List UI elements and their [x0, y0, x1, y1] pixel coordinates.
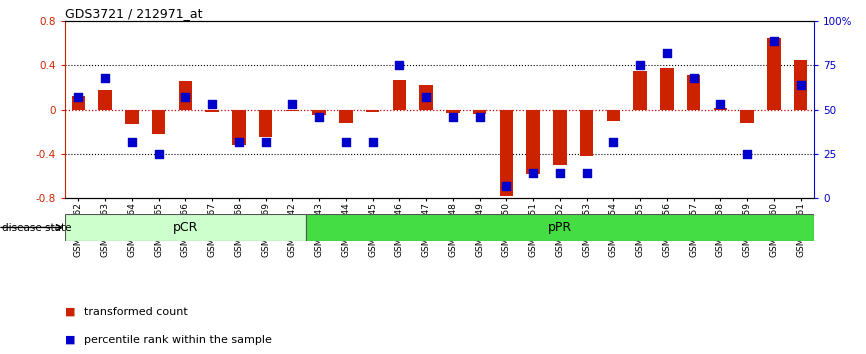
Point: [71, 95, 85, 100]
Point: [527, 171, 540, 176]
Point: [232, 139, 246, 144]
Point: [553, 171, 567, 176]
Bar: [473, 110, 487, 114]
Bar: [553, 110, 566, 165]
Point: [473, 114, 487, 120]
Bar: [767, 38, 780, 110]
Bar: [607, 110, 620, 121]
Bar: [500, 110, 513, 196]
Point: [339, 139, 352, 144]
Bar: [313, 110, 326, 115]
Text: percentile rank within the sample: percentile rank within the sample: [84, 335, 272, 345]
Point: [312, 114, 326, 120]
Point: [579, 171, 593, 176]
Point: [446, 114, 460, 120]
Point: [125, 139, 139, 144]
Point: [633, 63, 647, 68]
Point: [740, 151, 754, 157]
Bar: [72, 97, 85, 110]
Text: ■: ■: [65, 335, 75, 345]
Bar: [527, 110, 540, 174]
Bar: [660, 68, 674, 110]
Point: [794, 82, 808, 88]
Point: [259, 139, 273, 144]
Bar: [714, 108, 727, 110]
Point: [687, 75, 701, 81]
Point: [286, 102, 300, 107]
Point: [714, 102, 727, 107]
Bar: [178, 81, 192, 110]
Bar: [232, 110, 246, 145]
Text: GDS3721 / 212971_at: GDS3721 / 212971_at: [65, 7, 203, 20]
Text: ■: ■: [65, 307, 75, 316]
Bar: [126, 110, 139, 124]
Text: disease state: disease state: [2, 223, 71, 233]
Bar: [392, 80, 406, 110]
Point: [660, 50, 674, 56]
Bar: [286, 110, 299, 111]
Point: [767, 38, 781, 44]
Point: [205, 102, 219, 107]
Bar: [65, 214, 306, 241]
Bar: [687, 75, 701, 110]
Bar: [366, 110, 379, 112]
Text: pPR: pPR: [548, 221, 572, 234]
Bar: [339, 110, 352, 123]
Text: pCR: pCR: [172, 221, 198, 234]
Bar: [419, 85, 433, 110]
Bar: [99, 90, 112, 110]
Bar: [306, 214, 814, 241]
Bar: [580, 110, 593, 156]
Point: [606, 139, 620, 144]
Point: [419, 95, 433, 100]
Point: [152, 151, 165, 157]
Point: [98, 75, 112, 81]
Bar: [633, 71, 647, 110]
Text: transformed count: transformed count: [84, 307, 188, 316]
Point: [365, 139, 379, 144]
Bar: [152, 110, 165, 134]
Point: [500, 183, 514, 189]
Bar: [205, 110, 219, 112]
Bar: [740, 110, 753, 123]
Point: [178, 95, 192, 100]
Bar: [259, 110, 272, 137]
Bar: [794, 60, 807, 110]
Point: [392, 63, 406, 68]
Bar: [446, 110, 460, 113]
